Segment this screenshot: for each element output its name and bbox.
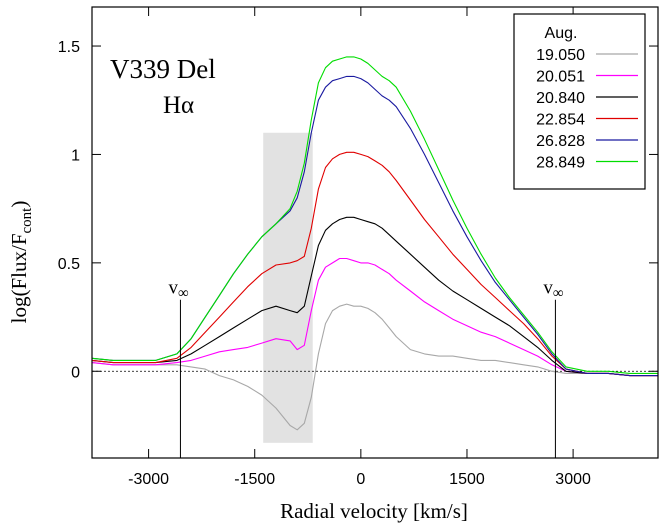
x-tick-label: -1500 xyxy=(234,471,275,488)
vinf-label-sub: ∞ xyxy=(553,286,564,302)
x-tick-label: 3000 xyxy=(555,471,591,488)
legend-label-20.840: 20.840 xyxy=(536,90,585,107)
y-tick-label: 0.5 xyxy=(58,256,80,273)
y-tick-label: 1.5 xyxy=(58,39,80,56)
legend-label-19.050: 19.050 xyxy=(536,47,585,64)
x-tick-label: -3000 xyxy=(128,471,169,488)
legend-label-22.854: 22.854 xyxy=(536,112,585,129)
legend-entries: 19.050 20.051 20.840 22.854 26.828 28.849 xyxy=(536,47,638,172)
vinf-markers: v∞ v∞ xyxy=(168,278,564,458)
shaded-region xyxy=(263,132,313,443)
vinf-label-right: v∞ xyxy=(543,278,563,302)
y-axis-label-main: log(Flux/F xyxy=(7,233,31,323)
series-line-20.840 xyxy=(91,216,658,377)
plot-frame xyxy=(91,6,659,459)
vinf-label-sub: ∞ xyxy=(178,286,189,302)
y-tick-label: 1 xyxy=(71,147,80,164)
x-tick-label: 0 xyxy=(356,471,365,488)
legend-title: Aug. xyxy=(545,25,578,42)
y-axis-label: log(Flux/Fcont) xyxy=(7,201,35,324)
legend-label-20.051: 20.051 xyxy=(536,69,585,86)
series-layer xyxy=(91,56,658,431)
legend-label-28.849: 28.849 xyxy=(536,155,585,172)
vinf-label-v: v xyxy=(543,278,553,299)
y-axis-label-sub: cont xyxy=(19,207,35,234)
series-line-22.854 xyxy=(91,151,658,377)
line-label: Hα xyxy=(163,92,194,119)
series-line-20.051 xyxy=(91,257,658,377)
legend: Aug. 19.050 20.051 20.840 22.854 26.828 28.84… xyxy=(513,13,646,190)
shaded-region-layer xyxy=(263,132,313,443)
y-tick-label: 0 xyxy=(71,364,80,381)
x-tick-label: 1500 xyxy=(449,471,485,488)
axis-ticks: -3000 -1500 0 1500 3000 0 0.5 1 1.5 xyxy=(58,7,658,488)
x-axis-label: Radial velocity [km/s] xyxy=(280,499,468,523)
legend-box xyxy=(513,13,646,190)
series-line-19.050 xyxy=(91,303,658,431)
legend-label-26.828: 26.828 xyxy=(536,133,585,150)
series-line-28.849 xyxy=(91,56,658,374)
vinf-label-left: v∞ xyxy=(168,278,188,302)
object-label: V339 Del xyxy=(110,54,216,84)
vinf-label-v: v xyxy=(168,278,178,299)
y-axis-label-close: ) xyxy=(7,201,31,208)
